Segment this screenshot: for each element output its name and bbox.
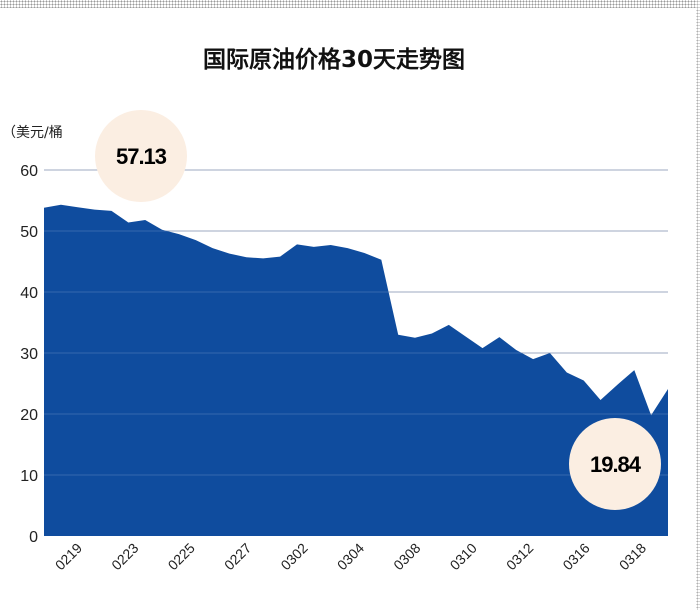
x-tick-label: 0302 (277, 540, 310, 573)
x-tick-label: 0310 (447, 540, 480, 573)
x-tick-label: 0223 (108, 540, 141, 573)
x-tick-label: 0219 (52, 540, 85, 573)
chart-title: 国际原油价格30天走势图 (202, 47, 465, 73)
right-dotted-border (696, 0, 700, 610)
x-axis-ticks: 0219 0223 0225 0227 0302 0304 0308 0310 0312 0316… (52, 540, 649, 573)
top-dotted-border (0, 0, 700, 8)
x-tick-label: 0308 (390, 540, 423, 573)
x-tick-label: 0318 (616, 540, 649, 573)
x-tick-label: 0312 (503, 540, 536, 573)
y-tick-label: 50 (20, 224, 38, 241)
y-tick-label: 60 (20, 163, 38, 180)
callout-value: 19.84 (590, 452, 642, 477)
y-tick-label: 0 (29, 529, 38, 546)
x-tick-label: 0225 (165, 540, 198, 573)
x-tick-label: 0316 (559, 540, 592, 573)
callout-bubble (95, 110, 187, 202)
price-area (44, 204, 668, 537)
callout-bubble (569, 418, 661, 510)
y-tick-label: 10 (20, 468, 38, 485)
callout-value: 57.13 (116, 144, 167, 169)
y-tick-label: 30 (20, 346, 38, 363)
y-axis-unit-label: （美元/桶 (2, 125, 63, 141)
y-axis-ticks: 0 10 20 30 40 50 60 (20, 163, 38, 546)
y-tick-label: 40 (20, 285, 38, 302)
area-series (44, 169, 668, 537)
y-tick-label: 20 (20, 407, 38, 424)
callout-bubbles: 57.13 19.84 (95, 110, 661, 510)
x-tick-label: 0227 (221, 540, 254, 573)
x-tick-label: 0304 (334, 540, 367, 573)
